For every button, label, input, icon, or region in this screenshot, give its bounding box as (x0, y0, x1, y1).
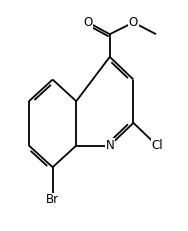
Text: N: N (105, 139, 114, 152)
Text: Cl: Cl (151, 139, 163, 152)
Text: O: O (129, 16, 138, 29)
Text: O: O (83, 16, 93, 29)
Text: Br: Br (46, 193, 59, 206)
